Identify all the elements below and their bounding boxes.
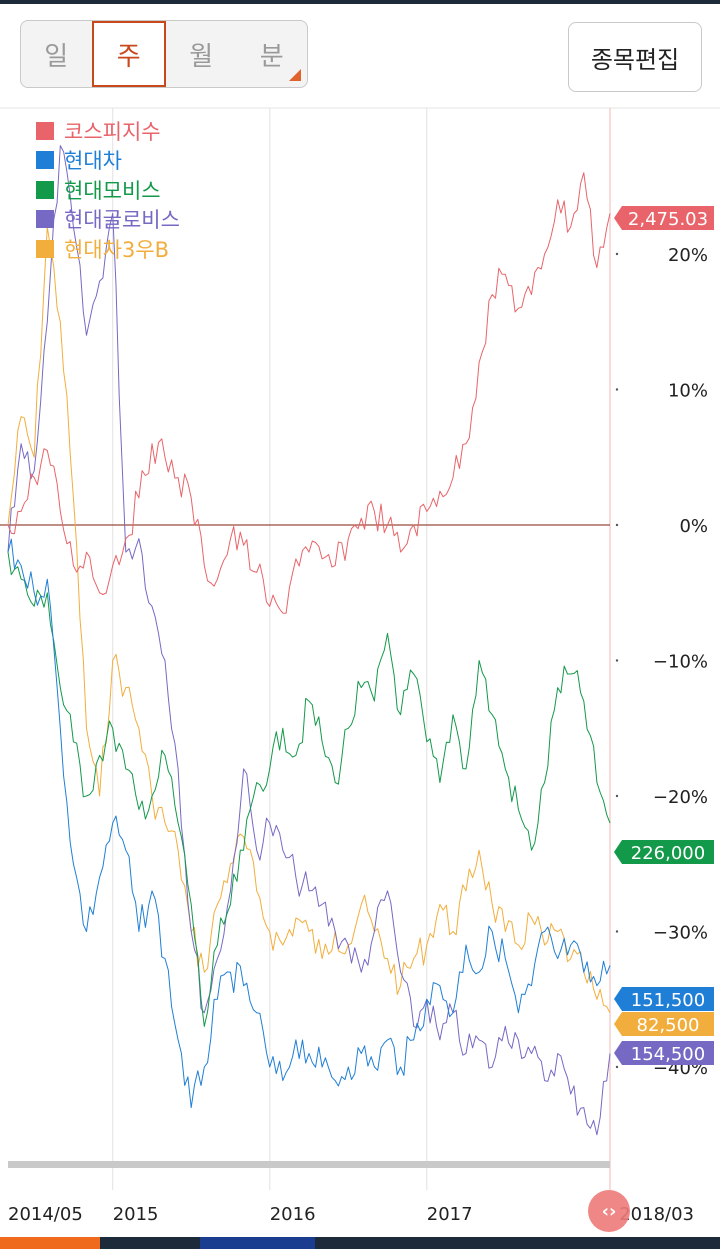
legend-swatch-hyundai (36, 151, 54, 170)
period-minute-button[interactable]: 분 (237, 21, 308, 87)
x-scrollbar-track (8, 1161, 610, 1168)
chart-legend: 코스피지수 현대차 현대모비스 현대글로비스 현대차3우B (36, 116, 180, 264)
series-line-glovis (7, 145, 611, 1136)
y-tick-label: −20% (653, 787, 708, 808)
dropdown-corner-icon (289, 69, 301, 81)
x-tick-label: 2017 (427, 1204, 473, 1225)
comparison-line-chart[interactable]: 20%10%0%−10%−20%−30%−40%2014/05 2015 2016 2… (0, 100, 720, 1235)
series-line-mobis (7, 552, 611, 1027)
last-value-tag-kospi (614, 206, 714, 230)
x-tick-label: 2014/05 (8, 1204, 83, 1225)
legend-item-kospi: 코스피지수 (36, 116, 180, 146)
bottom-color-bar (0, 1237, 720, 1249)
x-tick-label: 2016 (270, 1204, 316, 1225)
legend-swatch-mobis (36, 180, 54, 199)
legend-item-pref: 현대차3우B (36, 234, 180, 264)
last-value-tag-glovis (614, 1041, 714, 1065)
last-value-tag-mobis (614, 840, 714, 864)
series-line-hyundai (7, 538, 611, 1109)
y-tick-dot (615, 388, 619, 391)
legend-label-glovis: 현대글로비스 (64, 208, 180, 233)
last-value-label-glovis: 154,500 (631, 1044, 705, 1065)
y-tick-dot (615, 523, 619, 527)
x-tick-label: 2015 (113, 1204, 159, 1225)
last-value-tag-pref (614, 1012, 714, 1036)
series-line-kospi (7, 172, 611, 614)
period-week-button[interactable]: 주 (91, 21, 166, 87)
y-tick-label: −10% (653, 652, 708, 673)
scroll-handle-icon[interactable]: ‹› (588, 1190, 630, 1232)
period-day-button[interactable]: 일 (44, 41, 69, 72)
series-line-pref (7, 226, 611, 1014)
y-tick-dot (615, 252, 619, 256)
edit-stocks-button[interactable]: 종목편집 (568, 22, 702, 92)
legend-label-pref: 현대차3우B (64, 237, 170, 262)
legend-label-hyundai: 현대차 (64, 149, 122, 174)
last-value-label-pref: 82,500 (637, 1015, 700, 1036)
top-border (0, 0, 720, 4)
y-tick-label: 10% (668, 381, 708, 402)
legend-item-hyundai: 현대차 (36, 146, 180, 176)
y-tick-dot (615, 794, 619, 798)
legend-label-kospi: 코스피지수 (64, 119, 161, 144)
y-tick-label: −30% (653, 923, 708, 944)
legend-swatch-glovis (36, 210, 54, 229)
legend-item-glovis: 현대글로비스 (36, 205, 180, 235)
period-minute-label: 분 (259, 41, 284, 72)
last-value-tag-hyundai (614, 987, 714, 1011)
last-value-label-kospi: 2,475.03 (628, 209, 708, 230)
legend-swatch-pref (36, 239, 54, 258)
last-value-label-hyundai: 151,500 (631, 990, 705, 1011)
y-tick-dot (615, 1065, 619, 1069)
last-value-label-mobis: 226,000 (631, 843, 705, 864)
y-tick-dot (615, 659, 619, 662)
legend-item-mobis: 현대모비스 (36, 175, 180, 205)
legend-swatch-kospi (36, 121, 54, 140)
period-selector: 일 주 월 분 (20, 20, 308, 88)
y-tick-label: 0% (679, 516, 708, 537)
legend-label-mobis: 현대모비스 (64, 178, 161, 203)
x-tick-label: 2018/03 (619, 1204, 694, 1225)
y-tick-label: 20% (668, 245, 708, 266)
period-month-button[interactable]: 월 (189, 41, 214, 72)
y-tick-dot (615, 930, 619, 933)
